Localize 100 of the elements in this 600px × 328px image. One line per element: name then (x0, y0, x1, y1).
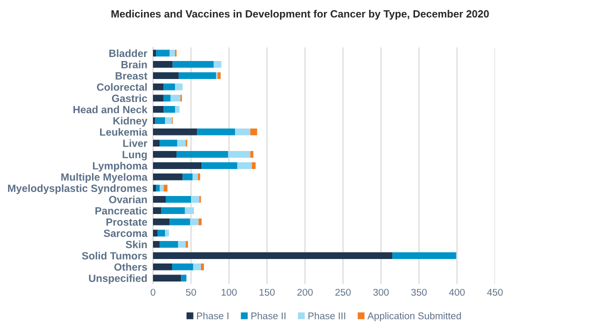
bar (177, 140, 186, 147)
bar (153, 218, 170, 226)
y-tick-label: Prostate (106, 218, 148, 226)
bar (153, 184, 156, 192)
bar (153, 84, 164, 90)
legend-label: Phase III (308, 312, 346, 320)
legend-label: Application Submitted (367, 312, 461, 322)
bar (228, 151, 250, 158)
y-tick-label: Gastric (112, 94, 148, 102)
bar (200, 263, 204, 270)
x-tick-label: 100 (222, 288, 237, 296)
bar (153, 151, 177, 158)
y-tick-label: Head and Neck (73, 106, 148, 114)
bar (170, 50, 176, 57)
bar (153, 50, 156, 57)
bar (153, 94, 164, 102)
bar (392, 252, 456, 259)
bar (172, 263, 194, 270)
y-tick-label: Liver (123, 139, 148, 148)
x-tick-label: 150 (260, 288, 275, 296)
bar (153, 274, 182, 282)
bar (153, 140, 160, 147)
bar (250, 151, 254, 158)
bar (198, 218, 202, 226)
bar (166, 196, 191, 203)
y-tick-label: Lung (122, 150, 147, 160)
bar (178, 240, 186, 248)
bar (164, 106, 176, 113)
y-tick-label: Myelodysplastic Syndromes (8, 184, 148, 194)
bar (156, 50, 170, 57)
bar (153, 106, 164, 113)
y-tick-label: Breast (116, 72, 148, 80)
bar (160, 140, 178, 147)
x-tick-label: 200 (297, 288, 313, 296)
bar (158, 230, 166, 236)
bar (182, 174, 193, 180)
y-tick-label: Unspecified (89, 274, 147, 284)
bar (198, 174, 200, 180)
x-tick-label: 0 (150, 288, 156, 296)
x-tick-label: 350 (411, 288, 427, 296)
bar (176, 151, 228, 158)
y-tick-label: Bladder (109, 49, 148, 58)
y-tick-label: Others (114, 263, 148, 271)
y-tick-label: Lymphoma (92, 162, 148, 172)
bar (153, 263, 172, 270)
bar (164, 94, 170, 102)
y-tick-label: Colorectal (96, 83, 147, 91)
y-tick-label: Solid Tumors (82, 252, 148, 260)
bar (153, 207, 162, 214)
legend-label: Phase I (197, 312, 228, 320)
bar (165, 230, 169, 236)
bar (153, 174, 183, 180)
bar (153, 252, 392, 259)
bar (175, 106, 180, 113)
x-tick-label: 300 (373, 288, 389, 296)
bar (153, 196, 166, 203)
y-tick-label: Leukemia (100, 128, 148, 136)
bar (214, 61, 222, 68)
y-tick-label: Sarcoma (104, 230, 148, 237)
y-tick-label: Brain (122, 60, 147, 68)
bar (250, 128, 258, 136)
bar (172, 61, 214, 68)
bar (160, 240, 178, 248)
y-tick-label: Kidney (113, 116, 148, 127)
bar (170, 218, 190, 226)
bar (155, 117, 166, 124)
bar (197, 128, 236, 136)
bar (153, 162, 202, 170)
y-tick-label: Ovarian (109, 196, 147, 204)
bar (153, 230, 158, 236)
bar (191, 196, 200, 203)
bar (153, 240, 160, 248)
bar (165, 117, 172, 124)
bar (181, 274, 186, 282)
chart-title: Medicines and Vaccines in Development for Cancer by Type, December 2020 (111, 10, 489, 20)
bar (156, 184, 160, 192)
bar (184, 207, 194, 214)
bar (164, 184, 168, 192)
bar (170, 94, 180, 102)
bar (153, 128, 198, 136)
bar (218, 72, 221, 80)
y-tick-label: Skin (126, 240, 147, 248)
bar (235, 128, 250, 136)
bar (153, 61, 173, 68)
bar (153, 72, 179, 80)
bar (193, 263, 201, 270)
y-tick-label: Multiple Myeloma (61, 173, 148, 183)
bar (202, 162, 238, 170)
bar (178, 72, 216, 80)
x-tick-label: 450 (487, 288, 503, 296)
x-tick-label: 50 (186, 288, 196, 296)
bar (175, 84, 183, 90)
bar (237, 162, 252, 170)
bar (164, 84, 176, 90)
y-tick-label: Pancreatic (95, 206, 148, 214)
bar (190, 218, 199, 226)
x-tick-label: 250 (335, 288, 351, 296)
bar (161, 207, 185, 214)
bar (192, 174, 198, 180)
x-tick-label: 400 (449, 288, 465, 296)
